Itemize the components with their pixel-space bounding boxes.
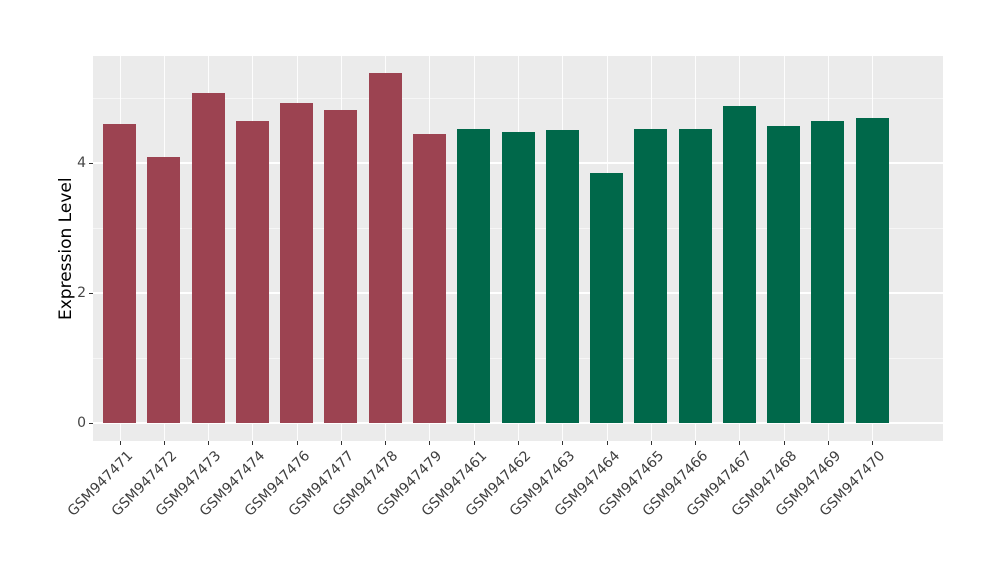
bar-GSM947472 [147,156,181,423]
x-tick-mark [650,441,652,445]
x-tick-mark [783,441,785,445]
x-tick-mark [695,441,697,445]
y-tick-mark [89,163,93,164]
x-tick-mark [739,441,741,445]
bar-GSM947461 [457,128,491,423]
x-tick-mark [827,441,829,445]
bar-GSM947477 [324,109,358,423]
x-tick-mark [296,441,298,445]
bar-GSM947470 [855,118,889,423]
y-tick-label: 2 [77,285,86,301]
bar-GSM947465 [634,129,668,423]
x-tick-mark [872,441,874,445]
x-tick-mark [518,441,519,445]
y-tick-mark [89,293,93,294]
x-tick-mark [385,441,387,445]
x-tick-mark [606,441,608,445]
y-tick-mark [89,423,93,424]
y-tick-label: 4 [77,155,86,171]
x-tick-mark [340,441,342,445]
x-tick-mark [119,441,121,445]
plot-panel [93,56,943,441]
x-tick-mark [429,441,431,445]
y-axis-title: Expression Level [56,177,76,320]
bar-GSM947478 [368,73,402,423]
x-tick-mark [562,441,564,445]
x-tick-mark [208,441,210,445]
bar-GSM947466 [678,128,712,423]
x-tick-mark [473,441,475,445]
bar-GSM947476 [280,103,314,423]
bar-GSM947469 [811,121,845,423]
bar-GSM947464 [590,173,624,423]
bar-GSM947473 [191,93,225,423]
bar-GSM947474 [235,121,269,423]
x-tick-mark [252,441,254,445]
bar-GSM947467 [722,106,756,423]
bar-GSM947471 [103,124,137,423]
bar-GSM947479 [412,133,446,423]
bar-GSM947463 [545,129,579,423]
bar-GSM947468 [767,125,801,423]
x-tick-mark [163,441,165,445]
bar-GSM947462 [501,131,535,423]
y-tick-label: 0 [77,415,86,431]
